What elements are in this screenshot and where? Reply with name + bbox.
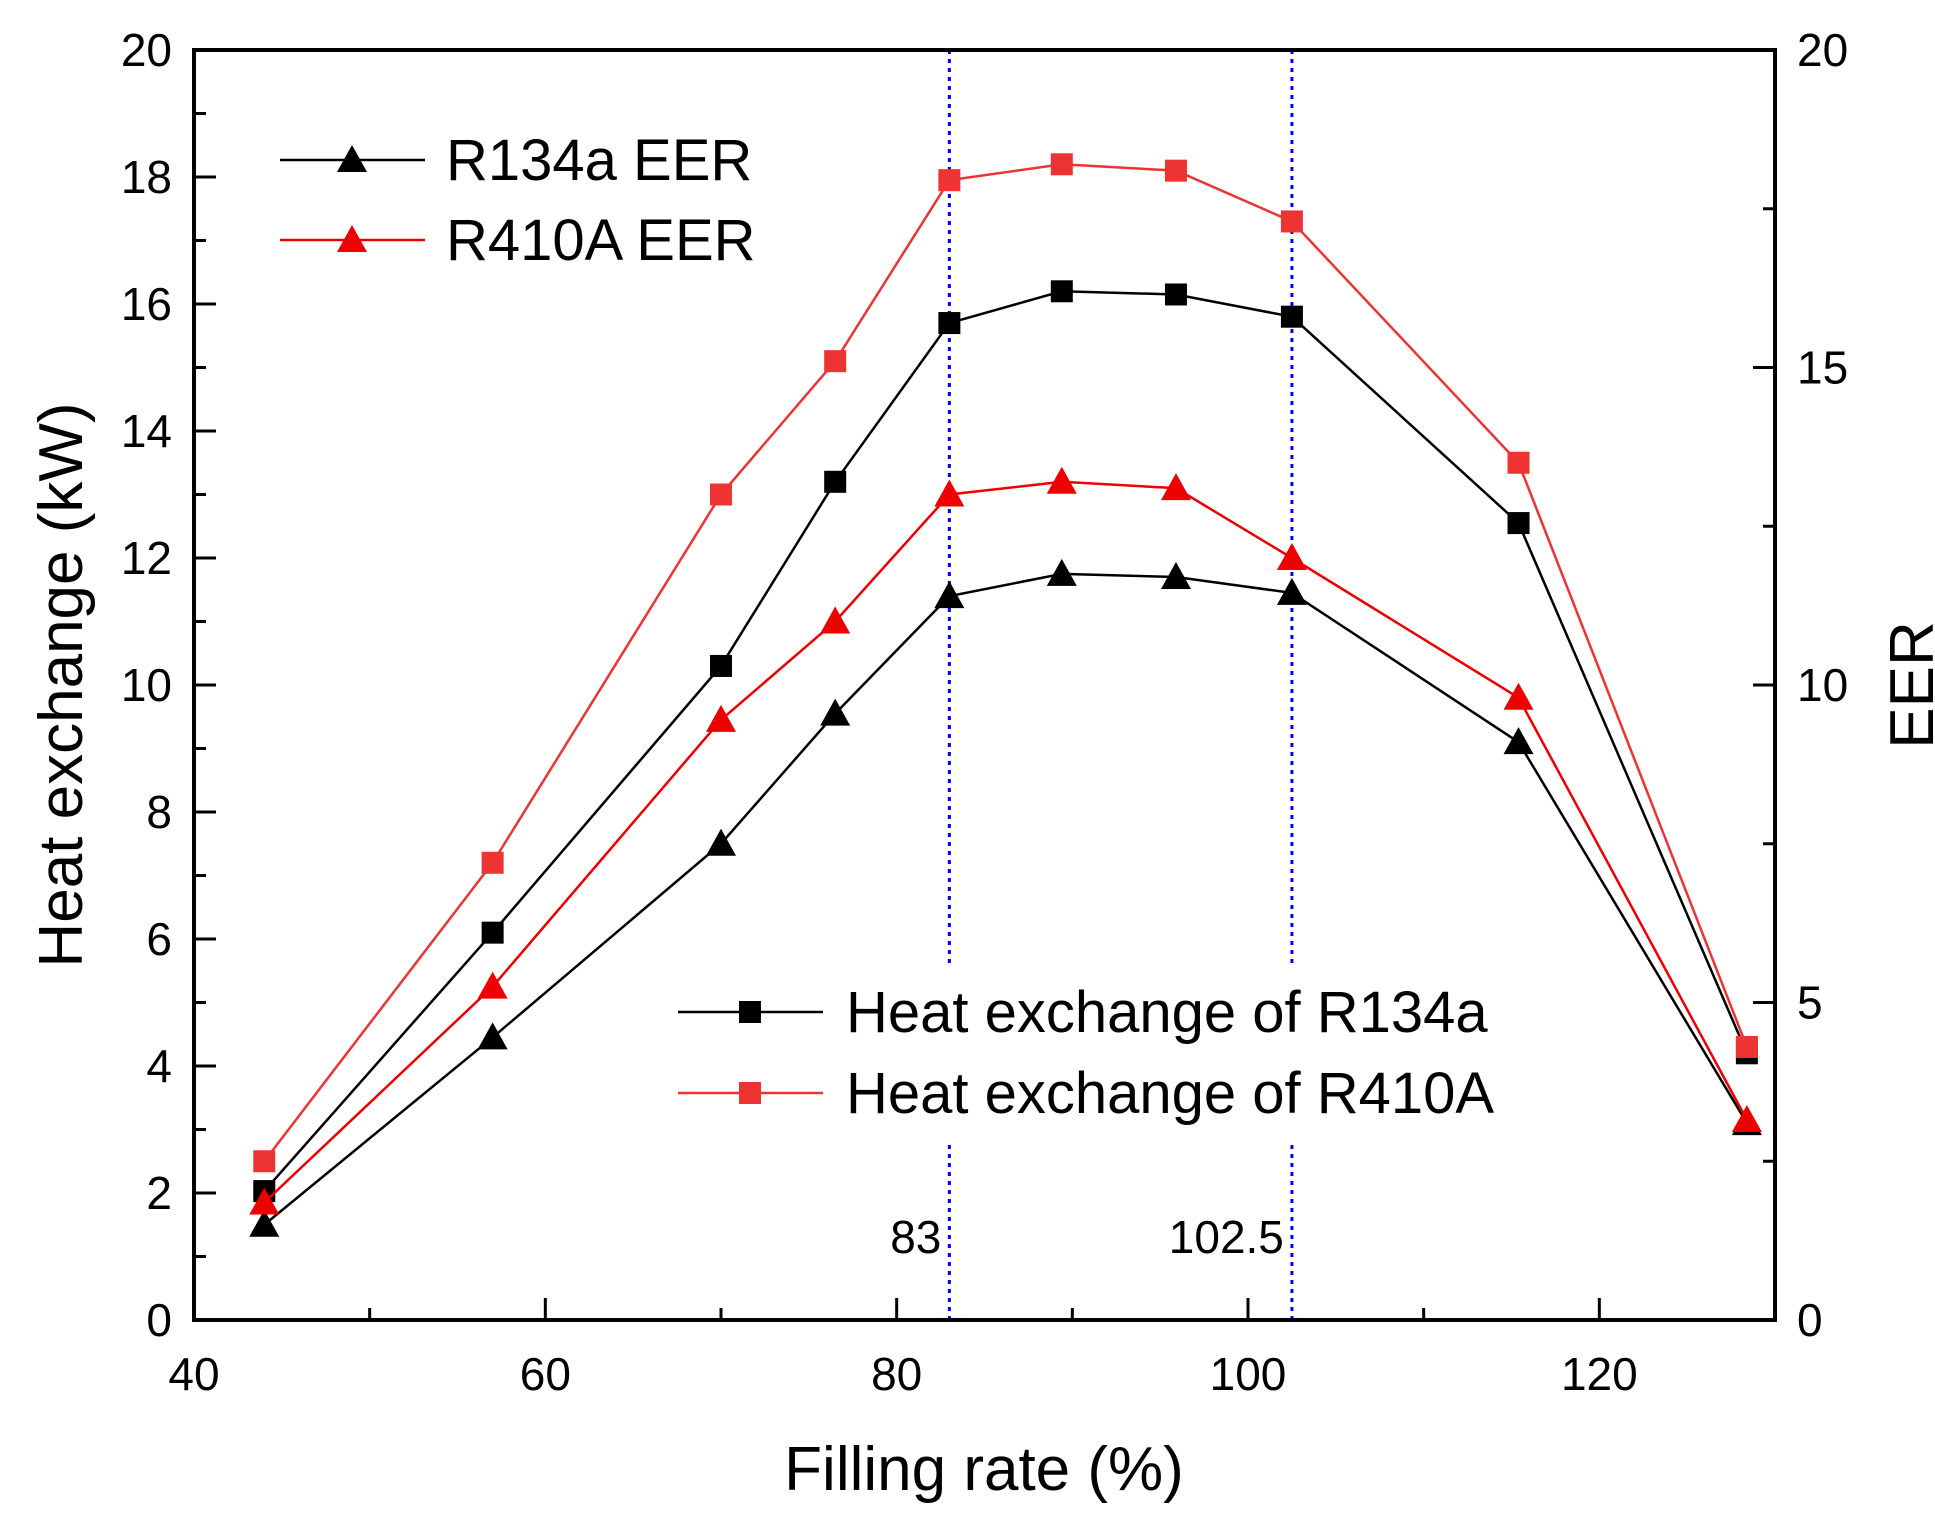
series-line: [263, 163, 1749, 1163]
data-point-triangle: [477, 1022, 508, 1050]
data-point-square: [1164, 159, 1187, 182]
data-point-square: [481, 851, 504, 874]
data-point-triangle: [820, 698, 851, 726]
data-point-triangle: [706, 704, 736, 732]
y2-tick-label: 10: [1797, 659, 1848, 711]
data-point-square: [710, 654, 732, 677]
data-point-triangle: [934, 479, 965, 507]
series-line: [263, 480, 1748, 1204]
legend-marker-triangle: [337, 145, 367, 172]
data-point-square: [824, 470, 847, 493]
data-point-square: [1735, 1035, 1758, 1058]
x-axis-label: Filling rate (%): [784, 1435, 1184, 1504]
y-tick-label: 0: [146, 1294, 172, 1346]
x-tick-label: 40: [168, 1348, 219, 1400]
y-axis-label: Heat exchange (kW): [27, 402, 96, 967]
y2-axis-label: EER: [1878, 621, 1935, 748]
y2-tick-label: 5: [1797, 977, 1823, 1029]
y-tick-label: 20: [121, 24, 172, 76]
y-tick-label: 2: [146, 1167, 172, 1219]
series-line: [263, 290, 1749, 1192]
y-tick-label: 10: [121, 659, 172, 711]
y-tick-label: 18: [121, 151, 172, 203]
legend-label: R410A EER: [446, 208, 756, 273]
data-point-square: [938, 312, 961, 335]
legend-label: Heat exchange of R410A: [846, 1061, 1494, 1126]
data-point-triangle: [1160, 562, 1191, 590]
data-point-square: [1507, 451, 1530, 474]
y-tick-label: 12: [121, 532, 172, 584]
data-point-triangle: [934, 581, 965, 609]
y-tick-label: 16: [121, 278, 172, 330]
data-point-square: [938, 169, 961, 192]
legend-marker-triangle: [337, 225, 367, 252]
reference-label: 83: [890, 1211, 941, 1263]
legend-marker-square: [739, 1082, 761, 1104]
data-point-square: [253, 1150, 276, 1173]
data-point-triangle: [706, 828, 736, 856]
data-point-triangle: [820, 606, 851, 634]
data-point-triangle: [1731, 1104, 1762, 1132]
data-point-triangle: [1046, 558, 1077, 586]
data-point-square: [1050, 280, 1073, 303]
y-tick-label: 4: [146, 1040, 172, 1092]
data-point-triangle: [477, 971, 508, 999]
y-tick-label: 6: [146, 913, 172, 965]
y2-tick-label: 15: [1797, 342, 1848, 394]
data-point-triangle: [1160, 473, 1191, 501]
y-tick-label: 14: [121, 405, 172, 457]
data-point-triangle: [249, 1187, 280, 1215]
legend-label: Heat exchange of R134a: [846, 980, 1488, 1045]
data-point-square: [481, 921, 504, 944]
data-point-triangle: [1503, 682, 1534, 710]
data-point-square: [1280, 210, 1303, 233]
legend-label: R134a EER: [446, 128, 752, 193]
data-point-triangle: [1046, 466, 1077, 494]
data-point-square: [710, 483, 732, 506]
data-point-square: [1507, 512, 1530, 535]
x-tick-label: 100: [1210, 1348, 1287, 1400]
data-point-triangle: [1503, 727, 1534, 755]
y2-tick-label: 0: [1797, 1294, 1823, 1346]
data-point-triangle: [249, 1209, 280, 1237]
y2-tick-label: 20: [1797, 24, 1848, 76]
legend-marker-square: [739, 1001, 761, 1023]
data-point-triangle: [1276, 543, 1307, 570]
plot-frame: [192, 48, 1777, 1322]
reference-label: 102.5: [1169, 1211, 1284, 1263]
data-point-square: [1280, 305, 1303, 328]
data-point-square: [824, 350, 847, 373]
data-point-triangle: [1276, 577, 1307, 605]
x-tick-label: 80: [871, 1348, 922, 1400]
data-point-square: [1164, 283, 1187, 306]
y-tick-label: 8: [146, 786, 172, 838]
series-line: [263, 572, 1748, 1226]
data-point-square: [1050, 153, 1073, 176]
x-tick-label: 60: [520, 1348, 571, 1400]
x-tick-label: 120: [1561, 1348, 1638, 1400]
